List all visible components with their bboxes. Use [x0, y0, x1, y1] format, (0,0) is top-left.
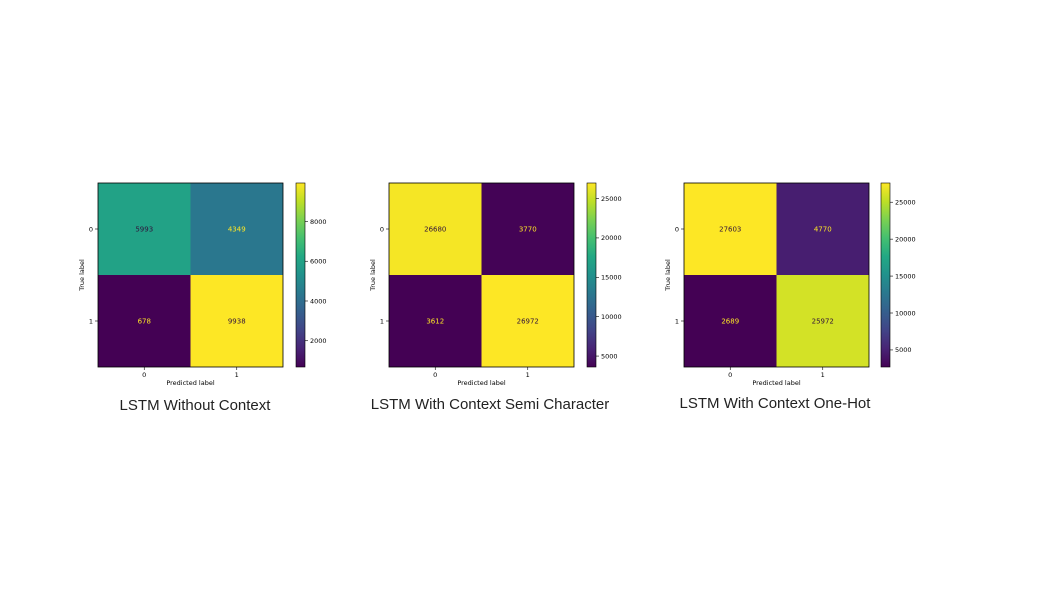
- x-tick-label: 1: [526, 371, 530, 379]
- x-tick-label: 0: [728, 371, 732, 379]
- colorbar-tick-label: 15000: [601, 274, 622, 282]
- cell-value-label: 26972: [517, 318, 539, 326]
- colorbar-tick-label: 5000: [601, 352, 618, 360]
- heatmap-cell: [190, 183, 283, 275]
- colorbar-tick-label: 15000: [895, 272, 916, 280]
- colorbar-tick-label: 20000: [895, 235, 916, 243]
- colorbar: [586, 182, 597, 368]
- colorbar-tick-label: 4000: [310, 297, 327, 305]
- y-tick-label: 1: [675, 317, 679, 325]
- cell-value-label: 25972: [812, 318, 834, 326]
- x-axis-label: Predicted label: [166, 379, 214, 387]
- cell-value-label: 2689: [721, 318, 739, 326]
- colorbar-tick-label: 6000: [310, 258, 327, 266]
- cell-value-label: 27603: [719, 226, 741, 234]
- colorbar-tick-label: 2000: [310, 337, 327, 345]
- plot-frame: [683, 182, 870, 368]
- colorbar-tick-label: 20000: [601, 234, 622, 242]
- heatmap-cell: [389, 183, 482, 275]
- y-tick-label: 0: [89, 225, 93, 233]
- cell-value-label: 3770: [519, 226, 537, 234]
- y-axis-label: True label: [369, 259, 377, 292]
- x-tick-label: 1: [821, 371, 825, 379]
- heatmap-cell: [776, 275, 869, 367]
- cell-value-label: 4349: [228, 226, 246, 234]
- heatmap-cell: [481, 275, 574, 367]
- heatmap-cell: [481, 183, 574, 275]
- colorbar-tick-label: 8000: [310, 218, 327, 226]
- y-axis-label: True label: [78, 259, 86, 292]
- colorbar: [295, 182, 306, 368]
- plot-frame: [388, 182, 575, 368]
- chart-caption: LSTM Without Context: [119, 397, 271, 414]
- y-tick-label: 1: [89, 317, 93, 325]
- y-axis-label: True label: [664, 259, 672, 292]
- cell-value-label: 4770: [814, 226, 832, 234]
- colorbar-tick-label: 25000: [601, 195, 622, 203]
- colorbar: [880, 182, 891, 368]
- colorbar-tick-label: 25000: [895, 199, 916, 207]
- colorbar-tick-label: 5000: [895, 346, 912, 354]
- heatmap-cell: [98, 275, 191, 367]
- heatmap-cell: [684, 183, 777, 275]
- heatmap-cell: [389, 275, 482, 367]
- x-tick-label: 0: [433, 371, 437, 379]
- x-axis-label: Predicted label: [457, 379, 505, 387]
- cell-value-label: 3612: [426, 318, 444, 326]
- chart-caption: LSTM With Context Semi Character: [370, 396, 610, 413]
- heatmap-cell: [776, 183, 869, 275]
- cell-value-label: 9938: [228, 318, 246, 326]
- colorbar-tick-label: 10000: [895, 309, 916, 317]
- x-axis-label: Predicted label: [752, 379, 800, 387]
- heatmap-cell: [98, 183, 191, 275]
- y-tick-label: 0: [380, 225, 384, 233]
- cell-value-label: 26680: [424, 226, 446, 234]
- y-tick-label: 1: [380, 317, 384, 325]
- colorbar-tick-label: 10000: [601, 313, 622, 321]
- x-tick-label: 1: [235, 371, 239, 379]
- heatmap-cell: [190, 275, 283, 367]
- heatmap-cell: [684, 275, 777, 367]
- chart-caption: LSTM With Context One-Hot: [679, 395, 871, 412]
- y-tick-label: 0: [675, 225, 679, 233]
- cell-value-label: 5993: [135, 226, 153, 234]
- cell-value-label: 678: [138, 318, 151, 326]
- x-tick-label: 0: [142, 371, 146, 379]
- plot-frame: [97, 182, 284, 368]
